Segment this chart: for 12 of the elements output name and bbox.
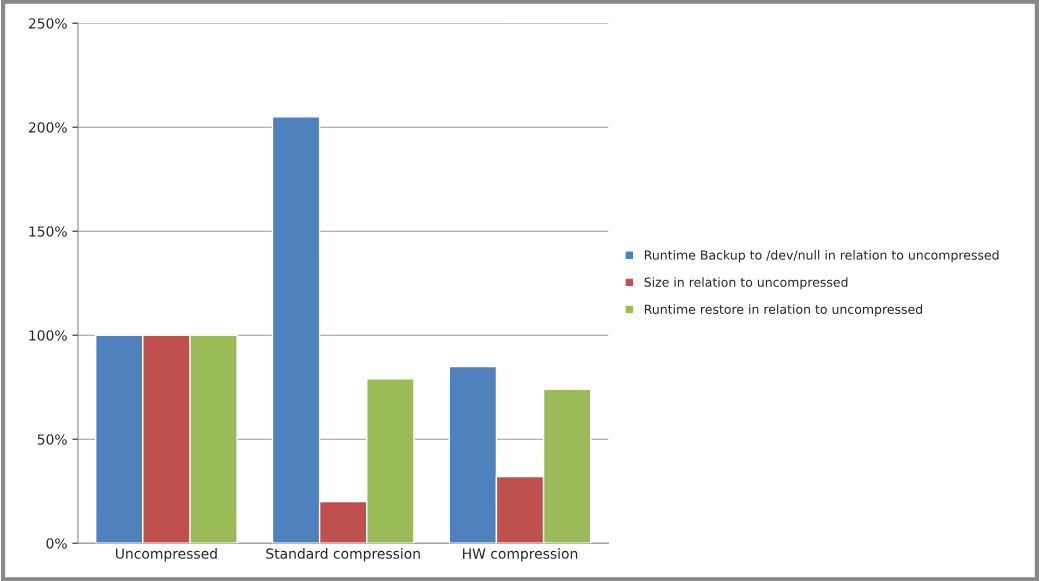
y-tick-label: 200% (28, 122, 67, 133)
legend-label: Runtime restore in relation to uncompressed (644, 304, 923, 317)
x-tick-label: Standard compression (266, 548, 420, 562)
y-tick-label: 250% (28, 18, 67, 29)
y-tick-label: 150% (29, 226, 67, 237)
x-tick-label: HW compression (463, 548, 578, 562)
legend-label: Runtime Backup to /dev/null in relation to uncompressed (644, 250, 999, 263)
x-tick-label: Uncompressed (115, 548, 217, 562)
y-tick-label: 50% (37, 434, 67, 445)
y-tick-label: 0% (46, 538, 67, 549)
y-tick-label: 100% (29, 330, 67, 341)
legend-label: Size in relation to uncompressed (644, 277, 848, 290)
